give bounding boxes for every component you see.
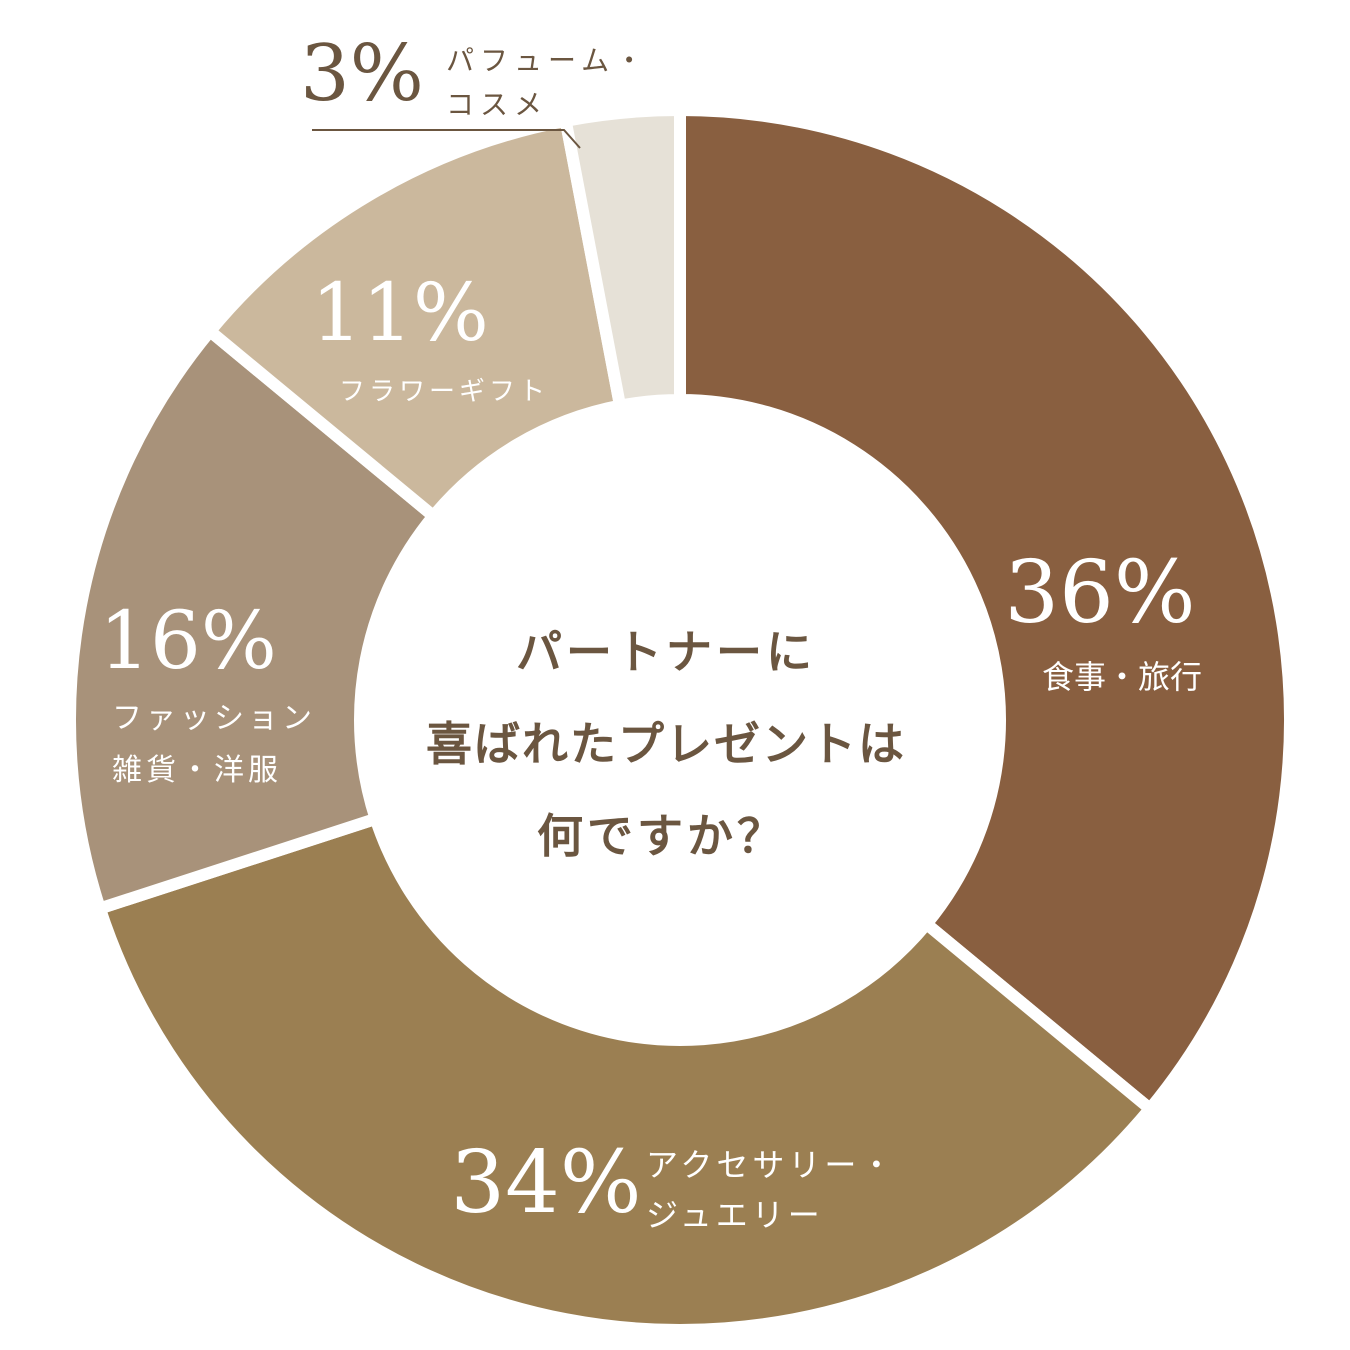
donut-slice-fashion (64, 322, 442, 917)
slice-label-accessory-jewelry-line2: ジュエリー (646, 1196, 824, 1234)
slice-label-perfume-cosme-line1: パフューム・ (446, 44, 649, 77)
perfume-cosme-leader-line (312, 129, 581, 149)
slice-percent-food-travel: 36% (1004, 543, 1195, 643)
center-title-line2: 喜ばれたプレゼントは (426, 717, 906, 771)
slice-percent-flower-gift: 11% (311, 266, 489, 359)
slice-label-accessory-jewelry-line1: アクセサリー・ (646, 1146, 896, 1184)
donut-slice-accessory-jewelry (92, 811, 1159, 1336)
center-title-line1: パートナーに (516, 625, 816, 679)
center-title-line3: 何ですか？ (537, 809, 787, 863)
slice-percent-perfume-cosme: 3% (300, 29, 424, 119)
slice-label-food-travel: 食事・旅行 (1042, 658, 1202, 696)
slice-label-perfume-cosme-line2: コスメ (446, 88, 548, 121)
labels-layer: 36% 食事・旅行 34% アクセサリー・ ジュエリー 16% ファッション 雑… (99, 29, 1202, 1234)
slice-percent-accessory-jewelry: 34% (450, 1133, 641, 1233)
slices-layer (64, 103, 1296, 1336)
donut-hole (364, 404, 996, 1036)
slice-percent-fashion: 16% (99, 594, 277, 687)
slice-label-flower-gift: フラワーギフト (339, 377, 549, 407)
donut-slice-perfume-cosme (558, 103, 686, 413)
donut-slice-food-travel (674, 103, 1296, 1118)
donut-slice-flower-gift (201, 113, 628, 525)
slice-label-fashion-line2: 雑貨・洋服 (112, 753, 282, 788)
slice-label-fashion-line1: ファッション (112, 701, 316, 736)
